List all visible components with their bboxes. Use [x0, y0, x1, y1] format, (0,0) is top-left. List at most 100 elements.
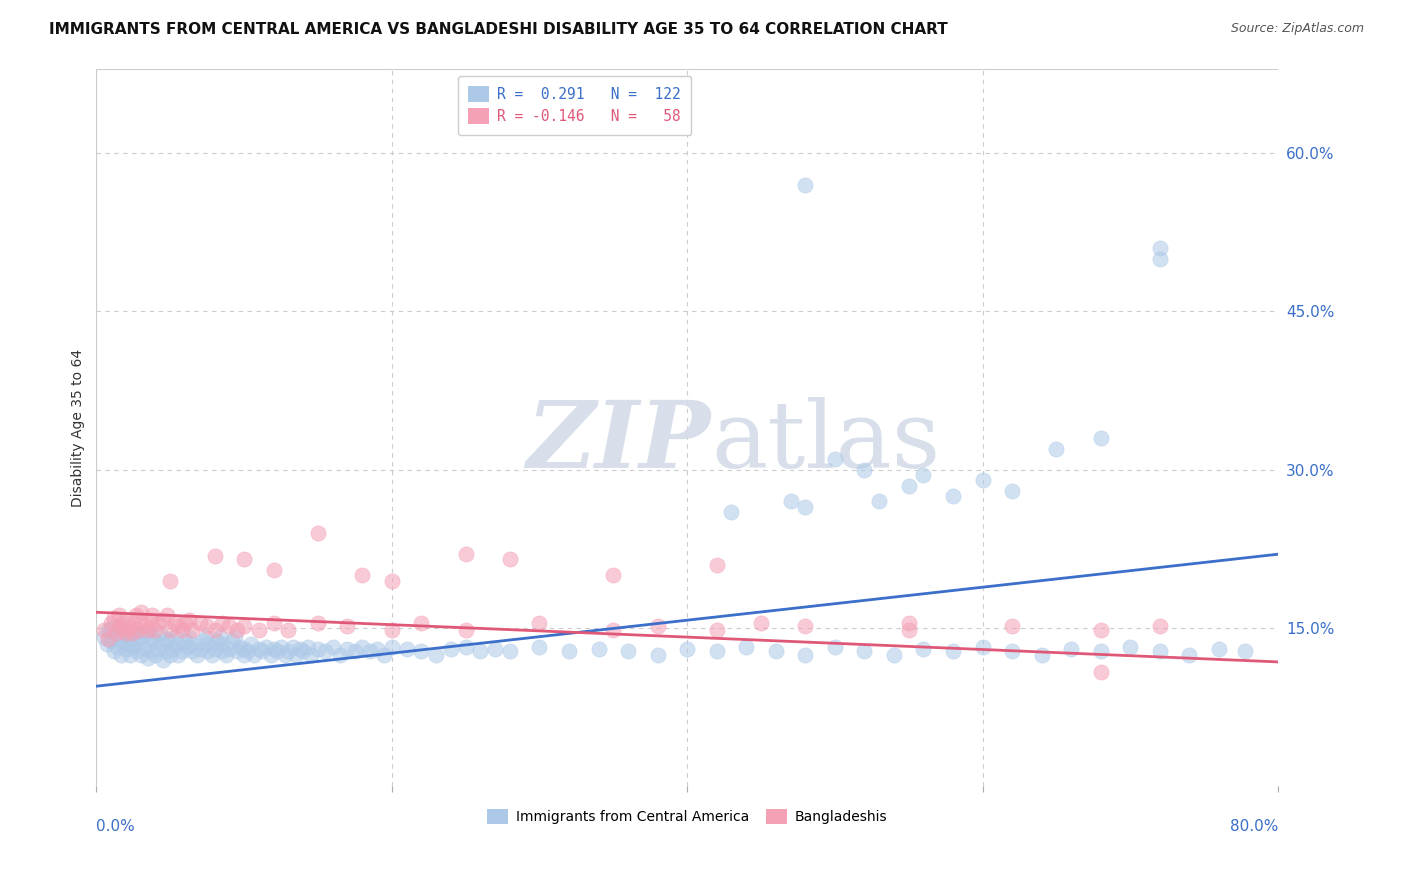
Point [277, 624, 299, 638]
Point [163, 615, 186, 630]
Point [141, 608, 163, 623]
Point [238, 644, 260, 658]
Point [602, 624, 624, 638]
Point [93, 624, 115, 638]
Point [588, 642, 610, 657]
Point [97, 624, 120, 638]
Point [794, 619, 817, 633]
Point [794, 648, 817, 662]
Point [118, 621, 141, 635]
Point [134, 626, 156, 640]
Point [425, 648, 447, 662]
Point [163, 630, 186, 644]
Point [209, 630, 232, 644]
Point [824, 640, 846, 654]
Point [250, 644, 273, 658]
Point [297, 640, 319, 654]
Point [122, 640, 145, 654]
Point [942, 644, 965, 658]
Point [136, 624, 159, 638]
Point [1149, 252, 1171, 266]
Point [186, 648, 208, 662]
Point [159, 648, 181, 662]
Point [104, 626, 127, 640]
Point [373, 648, 395, 662]
Text: IMMIGRANTS FROM CENTRAL AMERICA VS BANGLADESHI DISABILITY AGE 35 TO 64 CORRELATI: IMMIGRANTS FROM CENTRAL AMERICA VS BANGL… [49, 22, 948, 37]
Point [115, 624, 138, 638]
Point [1234, 644, 1257, 658]
Point [141, 630, 163, 644]
Point [1149, 241, 1171, 255]
Point [221, 633, 243, 648]
Point [706, 644, 728, 658]
Point [127, 624, 149, 638]
Point [529, 640, 551, 654]
Point [912, 642, 935, 657]
Point [336, 619, 359, 633]
Point [179, 630, 201, 644]
Point [107, 619, 129, 633]
Point [179, 613, 201, 627]
Point [779, 494, 801, 508]
Point [352, 640, 374, 654]
Point [191, 633, 214, 648]
Point [166, 648, 188, 662]
Point [100, 621, 122, 635]
Point [152, 653, 174, 667]
Point [195, 619, 218, 633]
Legend: Immigrants from Central America, Bangladeshis: Immigrants from Central America, Banglad… [481, 804, 893, 830]
Point [177, 640, 200, 654]
Point [288, 642, 311, 657]
Point [381, 574, 404, 588]
Point [266, 644, 288, 658]
Point [211, 615, 233, 630]
Point [307, 526, 329, 541]
Point [139, 613, 162, 627]
Text: Source: ZipAtlas.com: Source: ZipAtlas.com [1230, 22, 1364, 36]
Point [794, 178, 817, 192]
Text: 80.0%: 80.0% [1230, 819, 1278, 834]
Point [162, 642, 184, 657]
Point [129, 605, 152, 619]
Point [314, 644, 336, 658]
Point [1031, 648, 1053, 662]
Point [1149, 619, 1171, 633]
Point [136, 633, 159, 648]
Point [1001, 644, 1024, 658]
Point [105, 640, 128, 654]
Point [243, 648, 266, 662]
Point [411, 615, 433, 630]
Point [145, 624, 167, 638]
Point [188, 642, 211, 657]
Point [152, 637, 174, 651]
Point [195, 637, 218, 651]
Point [284, 648, 307, 662]
Point [107, 632, 129, 646]
Point [134, 619, 156, 633]
Point [129, 648, 152, 662]
Point [129, 615, 152, 630]
Point [204, 624, 226, 638]
Point [484, 642, 506, 657]
Point [204, 642, 226, 657]
Point [111, 615, 134, 630]
Point [883, 648, 905, 662]
Point [120, 648, 142, 662]
Point [1045, 442, 1067, 456]
Point [853, 463, 876, 477]
Point [233, 619, 256, 633]
Point [499, 552, 522, 566]
Point [366, 642, 388, 657]
Point [749, 615, 772, 630]
Point [111, 633, 134, 648]
Point [1149, 644, 1171, 658]
Point [897, 615, 920, 630]
Point [233, 648, 256, 662]
Point [211, 637, 233, 651]
Point [853, 644, 876, 658]
Point [735, 640, 758, 654]
Point [125, 608, 148, 623]
Point [174, 633, 197, 648]
Point [470, 644, 492, 658]
Point [215, 648, 238, 662]
